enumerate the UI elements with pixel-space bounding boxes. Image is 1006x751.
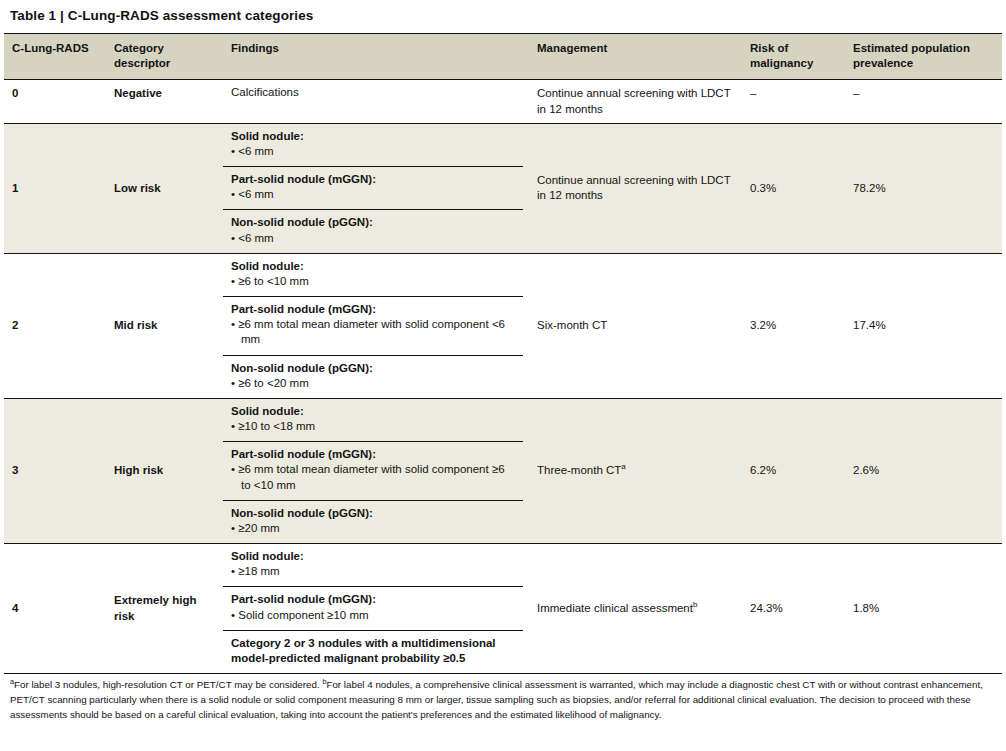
management-cell: Six-month CT [529, 253, 742, 398]
descriptor-cell: Extremely high risk [106, 544, 223, 674]
risk-cell: 3.2% [742, 253, 845, 398]
finding-heading: Part-solid nodule (mGGN): [231, 592, 513, 607]
finding-block: Solid nodule:• <6 mm [223, 124, 523, 166]
finding-block: Solid nodule:• ≥6 to <10 mm [223, 254, 523, 296]
header-row: C-Lung-RADS Category descriptor Findings… [4, 34, 1002, 80]
finding-heading: Non-solid nodule (pGGN): [231, 361, 513, 376]
finding-block: Solid nodule:• ≥18 mm [223, 544, 523, 586]
prevalence-cell: 78.2% [845, 123, 1002, 253]
category-cell: 1 [4, 123, 106, 253]
finding-text: Calcifications [231, 85, 513, 100]
finding-block: Part-solid nodule (mGGN):• ≥6 mm total m… [223, 441, 523, 500]
col-header-risk-of-malignancy: Risk of malignancy [742, 34, 845, 80]
finding-bullet: • <6 mm [231, 144, 513, 159]
finding-bullet: • ≥6 to <10 mm [231, 274, 513, 289]
category-cell: 0 [4, 80, 106, 123]
findings-cell: Solid nodule:• ≥18 mmPart-solid nodule (… [223, 544, 529, 674]
col-header-management: Management [529, 34, 742, 80]
prevalence-cell: 1.8% [845, 544, 1002, 674]
footnote-marker: b [322, 677, 326, 686]
descriptor-cell: Mid risk [106, 253, 223, 398]
finding-bullet: • <6 mm [231, 231, 513, 246]
finding-block: Non-solid nodule (pGGN):• ≥6 to <20 mm [223, 355, 523, 398]
finding-bullet: • ≥6 to <20 mm [231, 376, 513, 391]
table-footnote: aFor label 3 nodules, high-resolution CT… [10, 678, 1000, 722]
finding-heading: Non-solid nodule (pGGN): [231, 506, 513, 521]
descriptor-cell: Negative [106, 80, 223, 123]
category-cell: 3 [4, 398, 106, 543]
descriptor-cell: High risk [106, 398, 223, 543]
prevalence-cell: 2.6% [845, 398, 1002, 543]
finding-heading: Non-solid nodule (pGGN): [231, 215, 513, 230]
descriptor-cell: Low risk [106, 123, 223, 253]
col-header-estimated-population-prevalence: Estimated population prevalence [845, 34, 1002, 80]
finding-block: Non-solid nodule (pGGN):• <6 mm [223, 209, 523, 252]
finding-bullet: • ≥6 mm total mean diameter with solid c… [231, 317, 513, 347]
finding-bullet: • <6 mm [231, 187, 513, 202]
table-header: C-Lung-RADS Category descriptor Findings… [4, 34, 1002, 80]
management-cell: Immediate clinical assessmentb [529, 544, 742, 674]
finding-bullet: • ≥10 to <18 mm [231, 419, 513, 434]
finding-block: Non-solid nodule (pGGN):• ≥20 mm [223, 500, 523, 543]
risk-cell: 6.2% [742, 398, 845, 543]
management-cell: Three-month CTa [529, 398, 742, 543]
finding-bullet: • ≥18 mm [231, 564, 513, 579]
finding-heading: Part-solid nodule (mGGN): [231, 447, 513, 462]
finding-block: Solid nodule:• ≥10 to <18 mm [223, 399, 523, 441]
finding-block: Part-solid nodule (mGGN):• Solid compone… [223, 586, 523, 629]
finding-heading: Solid nodule: [231, 259, 513, 274]
col-header-findings: Findings [223, 34, 529, 80]
findings-cell: Solid nodule:• <6 mmPart-solid nodule (m… [223, 123, 529, 253]
finding-block: Part-solid nodule (mGGN):• <6 mm [223, 166, 523, 209]
finding-heading: Solid nodule: [231, 549, 513, 564]
finding-block: Calcifications [223, 80, 523, 107]
finding-heading: Solid nodule: [231, 129, 513, 144]
category-cell: 4 [4, 544, 106, 674]
finding-bullet: • ≥20 mm [231, 521, 513, 536]
table-title: Table 1 | C-Lung-RADS assessment categor… [10, 8, 1002, 23]
col-header-clung-rads: C-Lung-RADS [4, 34, 106, 80]
category-cell: 2 [4, 253, 106, 398]
clung-rads-table: C-Lung-RADS Category descriptor Findings… [4, 33, 1002, 674]
prevalence-cell: 17.4% [845, 253, 1002, 398]
footnote-marker: b [693, 600, 697, 609]
col-header-category-descriptor: Category descriptor [106, 34, 223, 80]
table-row-category-0: 0Negative Calcifications Continue annual s… [4, 80, 1002, 123]
risk-cell: 0.3% [742, 123, 845, 253]
finding-heading: Part-solid nodule (mGGN): [231, 172, 513, 187]
table-body: 0Negative Calcifications Continue annual s… [4, 80, 1002, 674]
page: Table 1 | C-Lung-RADS assessment categor… [0, 0, 1006, 722]
finding-heading: Category 2 or 3 nodules with a multidime… [231, 636, 513, 666]
finding-bullet: • Solid component ≥10 mm [231, 608, 513, 623]
finding-bullet: • ≥6 mm total mean diameter with solid c… [231, 462, 513, 492]
footnote-marker: a [621, 463, 625, 472]
finding-block: Part-solid nodule (mGGN):• ≥6 mm total m… [223, 296, 523, 355]
finding-heading: Part-solid nodule (mGGN): [231, 302, 513, 317]
table-row-category-2: 2Mid riskSolid nodule:• ≥6 to <10 mmPart… [4, 253, 1002, 398]
findings-cell: Solid nodule:• ≥6 to <10 mmPart-solid no… [223, 253, 529, 398]
findings-cell: Solid nodule:• ≥10 to <18 mmPart-solid n… [223, 398, 529, 543]
table-row-category-3: 3High riskSolid nodule:• ≥10 to <18 mmPa… [4, 398, 1002, 543]
finding-heading: Solid nodule: [231, 404, 513, 419]
management-cell: Continue annual screening with LDCT in 1… [529, 80, 742, 123]
footnote-marker: a [10, 677, 14, 686]
management-cell: Continue annual screening with LDCT in 1… [529, 123, 742, 253]
risk-cell: – [742, 80, 845, 123]
table-row-category-1: 1Low riskSolid nodule:• <6 mmPart-solid … [4, 123, 1002, 253]
risk-cell: 24.3% [742, 544, 845, 674]
finding-block: Category 2 or 3 nodules with a multidime… [223, 630, 523, 673]
findings-cell: Calcifications [223, 80, 529, 123]
prevalence-cell: – [845, 80, 1002, 123]
table-row-category-4: 4Extremely high riskSolid nodule:• ≥18 m… [4, 544, 1002, 674]
